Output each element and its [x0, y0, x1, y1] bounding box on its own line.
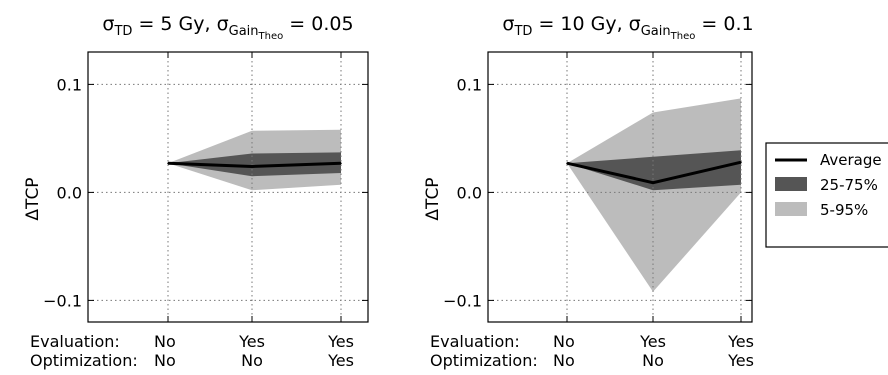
legend-label: Average [820, 151, 882, 169]
y-axis-title: ΔTCP [423, 177, 443, 220]
x-tick-label-evaluation: Yes [238, 332, 265, 351]
y-tick-label: 0.1 [57, 75, 82, 94]
x-tick-label-optimization: Yes [727, 351, 754, 370]
panel-1: −0.10.00.1NoNoYesNoYesYesEvaluation:Opti… [23, 13, 369, 370]
average-point [566, 162, 568, 165]
row-label-evaluation: Evaluation: [430, 332, 520, 351]
average-point [652, 181, 654, 184]
title-part-sub3: Theo [258, 31, 284, 42]
title-part-suffix: = 0.1 [695, 13, 753, 35]
average-point [340, 162, 342, 165]
title-part-prefix: σ [502, 13, 514, 35]
average-point [251, 165, 253, 168]
x-tick-label-evaluation: Yes [639, 332, 666, 351]
y-tick-label: 0.1 [457, 75, 482, 94]
legend-label: 5-95% [820, 201, 868, 219]
x-tick-label-optimization: Yes [327, 351, 354, 370]
title-part-prefix: σ [102, 13, 114, 35]
y-tick-label: 0.0 [57, 183, 82, 202]
y-axis-title: ΔTCP [23, 177, 43, 220]
y-tick-label: 0.0 [457, 183, 482, 202]
title-part-suffix: = 0.05 [283, 13, 353, 35]
title-part-sub1: TD [513, 24, 532, 39]
x-tick-label-optimization: No [642, 351, 664, 370]
title-part-sub2: Gain [229, 24, 259, 39]
panel-title: σTD = 10 Gy, σGainTheo = 0.1 [502, 13, 753, 42]
band-25-75 [168, 152, 341, 177]
band-5-95 [567, 98, 741, 292]
average-point [740, 161, 742, 163]
x-tick-label-evaluation: No [154, 332, 176, 351]
panel-2: −0.10.00.1NoNoYesNoYesYesEvaluation:Opti… [423, 13, 754, 370]
title-part-sub2: Gain [641, 24, 671, 39]
x-tick-label-optimization: No [154, 351, 176, 370]
panel-title: σTD = 5 Gy, σGainTheo = 0.05 [102, 13, 353, 42]
row-label-optimization: Optimization: [430, 351, 538, 370]
legend-swatch-range [775, 202, 807, 216]
y-tick-label: −0.1 [43, 291, 82, 310]
band-25-75 [567, 150, 741, 191]
x-tick-label-optimization: No [241, 351, 263, 370]
axes-frame [87, 51, 369, 323]
title-part-sub3: Theo [670, 31, 696, 42]
row-label-optimization: Optimization: [30, 351, 138, 370]
legend-swatch-iqr [775, 177, 807, 191]
x-tick-label-evaluation: Yes [327, 332, 354, 351]
legend-label: 25-75% [820, 176, 878, 194]
title-part-sub1: TD [113, 24, 132, 39]
average-point [167, 162, 169, 165]
x-tick-label-evaluation: Yes [727, 332, 754, 351]
row-label-evaluation: Evaluation: [30, 332, 120, 351]
legend: Average 25-75% 5-95% [765, 142, 888, 248]
title-part-mid: = 10 Gy, σ [532, 13, 640, 35]
title-part-mid: = 5 Gy, σ [132, 13, 228, 35]
y-tick-label: −0.1 [443, 291, 482, 310]
x-tick-label-optimization: No [553, 351, 575, 370]
x-tick-label-evaluation: No [553, 332, 575, 351]
axes-frame [487, 51, 753, 323]
